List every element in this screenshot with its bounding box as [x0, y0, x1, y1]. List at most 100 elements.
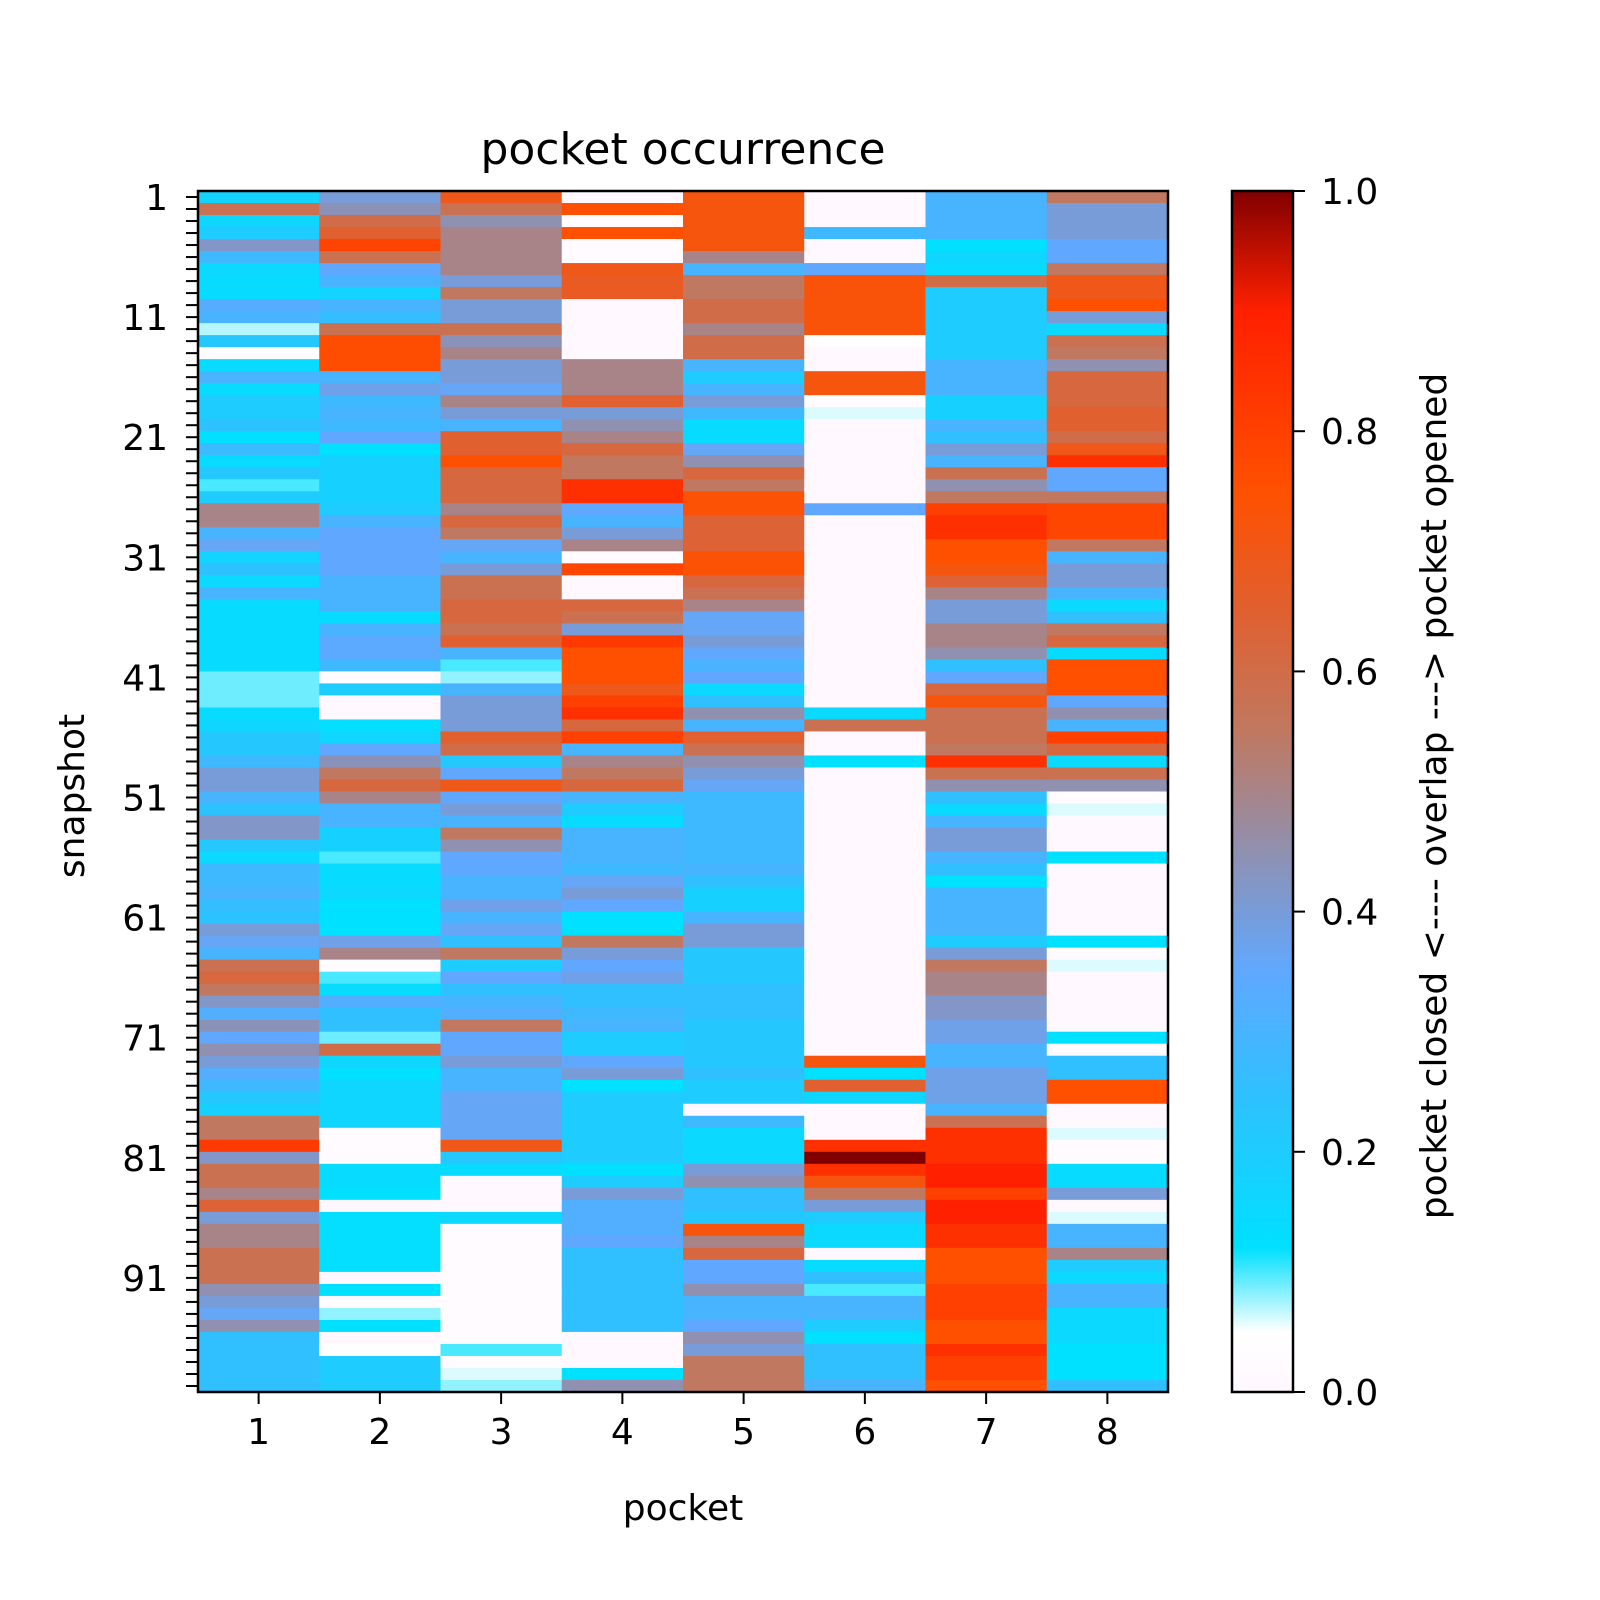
- heatmap-cell: [683, 1079, 805, 1093]
- heatmap-cell: [561, 1295, 684, 1309]
- heatmap-cell: [440, 1175, 563, 1189]
- heatmap-cell: [561, 1271, 684, 1285]
- y-axis-label: snapshot: [52, 714, 93, 878]
- heatmap-cell: [804, 719, 927, 733]
- heatmap-cell: [198, 1127, 320, 1141]
- heatmap-cell: [804, 899, 927, 913]
- heatmap-cell: [683, 527, 805, 540]
- heatmap-cell: [319, 947, 442, 961]
- heatmap-cell: [561, 407, 684, 420]
- heatmap-cell: [683, 683, 805, 697]
- heatmap-cell: [319, 695, 442, 709]
- heatmap-cell: [925, 1175, 1048, 1189]
- x-axis-label: pocket: [623, 1488, 744, 1529]
- heatmap-cell: [925, 287, 1048, 300]
- heatmap-cell: [925, 983, 1048, 997]
- heatmap-cell: [1046, 647, 1169, 660]
- heatmap-cell: [440, 839, 563, 853]
- heatmap-cell: [925, 467, 1048, 480]
- heatmap-cell: [683, 767, 805, 781]
- heatmap-cell: [1046, 1331, 1169, 1345]
- heatmap-cell: [319, 959, 442, 973]
- heatmap-cell: [440, 239, 563, 252]
- heatmap-cell: [925, 227, 1048, 240]
- heatmap-cell: [561, 971, 684, 985]
- heatmap-cell: [561, 287, 684, 300]
- heatmap-cell: [804, 407, 927, 420]
- heatmap-cell: [804, 1163, 927, 1177]
- heatmap-cell: [683, 1259, 805, 1273]
- heatmap-cell: [198, 707, 320, 721]
- heatmap-cell: [683, 803, 805, 817]
- heatmap-cell: [440, 539, 563, 552]
- heatmap-cell: [925, 623, 1048, 636]
- heatmap-cell: [319, 395, 442, 408]
- heatmap-cell: [198, 779, 320, 793]
- heatmap-cell: [319, 755, 442, 769]
- heatmap-cell: [198, 683, 320, 697]
- heatmap-cell: [198, 575, 320, 588]
- heatmap-cell: [804, 815, 927, 829]
- heatmap-cell: [198, 971, 320, 985]
- heatmap-cell: [319, 239, 442, 252]
- heatmap-cell: [440, 443, 563, 456]
- heatmap-cell: [561, 659, 684, 672]
- heatmap-cell: [925, 1355, 1048, 1369]
- heatmap-cell: [319, 863, 442, 877]
- heatmap-cell: [440, 263, 563, 276]
- heatmap-cell: [683, 1043, 805, 1057]
- heatmap-cell: [198, 1295, 320, 1309]
- heatmap-cell: [319, 191, 442, 204]
- heatmap-cell: [804, 599, 927, 612]
- heatmap-cell: [561, 719, 684, 733]
- heatmap-cell: [925, 323, 1048, 336]
- heatmap-cell: [804, 251, 927, 264]
- heatmap-cell: [683, 287, 805, 300]
- heatmap-cell: [925, 647, 1048, 660]
- heatmap-cell: [440, 1355, 563, 1369]
- heatmap-cell: [925, 455, 1048, 468]
- heatmap-cell: [683, 491, 805, 504]
- heatmap-cell: [1046, 1343, 1169, 1357]
- heatmap-cell: [440, 659, 563, 672]
- heatmap-cell: [440, 731, 563, 745]
- heatmap-cell: [319, 227, 442, 240]
- heatmap-cell: [1046, 275, 1169, 288]
- heatmap-cell: [683, 1367, 805, 1381]
- heatmap-cell: [1046, 371, 1169, 384]
- heatmap-cell: [1046, 407, 1169, 420]
- heatmap-cell: [683, 671, 805, 685]
- heatmap-cell: [1046, 527, 1169, 540]
- heatmap-cell: [1046, 911, 1169, 925]
- heatmap-cell: [804, 1187, 927, 1201]
- heatmap-cell: [683, 623, 805, 636]
- heatmap-cell: [440, 515, 563, 528]
- heatmap-cell: [1046, 1355, 1169, 1369]
- heatmap-cell: [319, 455, 442, 468]
- heatmap-cell: [1046, 791, 1169, 805]
- heatmap-cell: [1046, 203, 1169, 216]
- heatmap-cell: [198, 1175, 320, 1189]
- heatmap-cell: [198, 263, 320, 276]
- heatmap-cell: [198, 371, 320, 384]
- heatmap-cell: [198, 935, 320, 949]
- heatmap-cell: [561, 191, 684, 204]
- heatmap-cell: [804, 1271, 927, 1285]
- heatmap-cell: [1046, 935, 1169, 949]
- heatmap-cell: [925, 419, 1048, 432]
- heatmap-cell: [683, 1115, 805, 1129]
- heatmap-cell: [925, 779, 1048, 793]
- heatmap-cell: [1046, 851, 1169, 865]
- heatmap-cell: [683, 227, 805, 240]
- heatmap-cell: [1046, 863, 1169, 877]
- heatmap-cell: [683, 1211, 805, 1225]
- heatmap-cell: [198, 551, 320, 564]
- heatmap-cell: [804, 803, 927, 817]
- heatmap-cell: [683, 971, 805, 985]
- heatmap-cell: [440, 1079, 563, 1093]
- heatmap-cell: [925, 827, 1048, 841]
- heatmap-cell: [319, 647, 442, 660]
- colorbar-tick-label: 0.2: [1321, 1133, 1378, 1174]
- heatmap-cell: [683, 791, 805, 805]
